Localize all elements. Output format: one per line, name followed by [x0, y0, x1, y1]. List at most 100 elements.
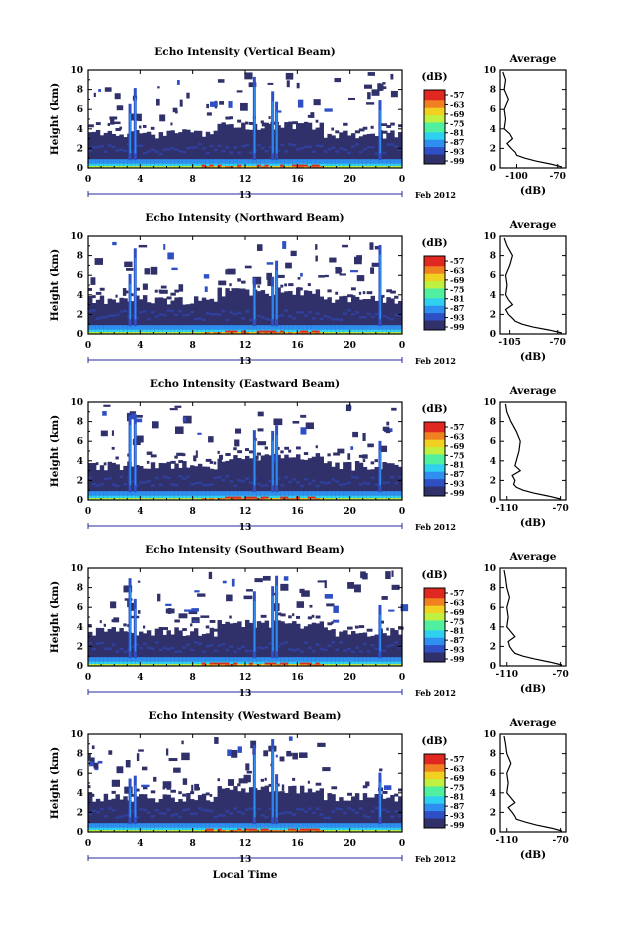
echo-cell: [213, 461, 217, 465]
echo-cell: [88, 124, 94, 128]
echo-cell: [272, 332, 277, 334]
echo-cell: [260, 830, 266, 832]
echo-cell: [319, 495, 324, 499]
echo-cell: [379, 768, 383, 772]
echo-cell: [327, 166, 332, 168]
echo-cell: [205, 159, 211, 164]
echo-cell: [139, 646, 144, 650]
echo-cell: [182, 664, 187, 666]
echo-cell: [252, 329, 258, 333]
echo-cell: [280, 159, 285, 164]
echo-cell: [319, 491, 324, 496]
echo-cell: [174, 483, 179, 487]
colorbar-tick-label: -75: [450, 616, 464, 626]
echo-cell: [166, 166, 171, 168]
echo-cell: [233, 664, 238, 666]
avg-x-tick-label: -105: [498, 338, 521, 348]
echo-cell: [177, 80, 180, 85]
echo-cell: [331, 332, 336, 334]
echo-cell: [217, 159, 222, 164]
echo-cell: [174, 823, 179, 828]
colorbar-cell: [424, 463, 445, 467]
echo-cell: [280, 127, 285, 168]
echo-cell: [174, 664, 179, 666]
colorbar-cell: [424, 761, 445, 765]
echo-cell: [99, 332, 105, 334]
echo-cell: [135, 664, 140, 666]
echo-cell: [288, 828, 293, 831]
echo-cell: [237, 278, 241, 282]
echo-cell: [205, 299, 211, 334]
echo-cell: [178, 498, 183, 500]
echo-cell: [256, 166, 262, 168]
echo-cell: [245, 144, 250, 147]
echo-cell: [166, 304, 171, 334]
echo-cell: [170, 483, 175, 486]
echo-cell: [182, 314, 187, 317]
colorbar-cell: [424, 813, 445, 817]
echo-cell: [276, 661, 281, 665]
avg-y-tick-label: 8: [490, 86, 496, 96]
echo-cell: [339, 296, 344, 334]
echo-cell: [193, 620, 198, 623]
echo-cell: [296, 148, 301, 151]
echo-cell: [107, 830, 113, 832]
echo-cell: [311, 317, 317, 320]
echo-cell: [193, 332, 199, 334]
echo-cell: [311, 159, 317, 164]
echo-cell: [358, 650, 364, 653]
echo-cell: [288, 615, 292, 619]
echo-cell: [209, 664, 215, 666]
echo-cell: [386, 627, 389, 631]
echo-cell: [193, 812, 199, 816]
echo-cell: [205, 329, 211, 333]
echo-cell: [350, 287, 356, 291]
echo-cell: [103, 664, 109, 666]
colorbar-cell: [424, 778, 445, 782]
echo-cell: [382, 827, 387, 831]
echo-cell: [248, 496, 254, 499]
echo-cell: [150, 266, 158, 275]
echo-cell: [367, 443, 374, 448]
echo-cell: [131, 810, 136, 813]
x-tick-label: 0: [85, 839, 91, 849]
avg-y-tick-label: 0: [490, 496, 496, 506]
echo-cell: [339, 664, 344, 666]
echo-cell: [162, 163, 167, 167]
echo-cell: [111, 779, 120, 787]
echo-cell: [229, 311, 234, 314]
echo-cell: [358, 657, 364, 662]
colorbar-cell: [424, 317, 445, 321]
echo-cell: [280, 330, 285, 333]
avg-y-tick-label: 4: [490, 457, 496, 467]
echo-cell: [331, 498, 336, 500]
echo-cell: [135, 325, 140, 330]
echo-cell: [111, 163, 116, 167]
echo-cell: [348, 405, 352, 410]
echo-cell: [95, 122, 101, 126]
echo-cell: [366, 827, 372, 831]
echo-cell: [115, 294, 118, 298]
echo-cell: [303, 332, 309, 334]
echo-cell: [225, 453, 231, 456]
echo-cell: [264, 830, 270, 832]
echo-cell: [213, 159, 219, 164]
echo-cell: [229, 823, 234, 828]
echo-cell: [201, 329, 207, 333]
echo-cell: [170, 495, 175, 499]
echo-cell: [107, 799, 113, 832]
echo-cell: [123, 827, 128, 831]
echo-cell: [323, 800, 328, 832]
echo-cell: [347, 800, 352, 832]
echo-cell: [394, 498, 399, 500]
echo-cell: [111, 495, 116, 499]
echo-cell: [354, 633, 360, 666]
echo-cell: [229, 325, 234, 330]
echo-cell: [366, 628, 373, 632]
echo-cell: [135, 295, 140, 334]
echo-cell: [115, 484, 120, 488]
echo-cell: [201, 297, 207, 334]
echo-cell: [327, 163, 332, 167]
echo-cell: [358, 316, 364, 319]
echo-cell: [182, 657, 187, 662]
